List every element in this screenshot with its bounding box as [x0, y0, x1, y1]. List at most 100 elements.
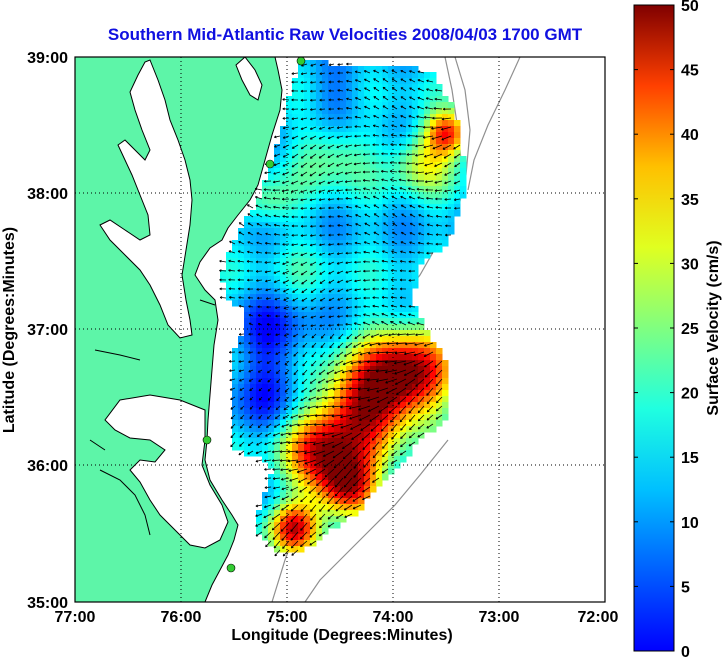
velocity-arrow	[322, 423, 335, 426]
velocity-arrow	[349, 396, 362, 399]
velocity-cell	[412, 354, 419, 361]
velocity-arrow	[229, 387, 236, 391]
velocity-arrowhead	[362, 497, 365, 501]
velocity-cell	[280, 378, 287, 385]
velocity-arrow	[435, 405, 443, 412]
velocity-cell	[310, 312, 317, 319]
velocity-cell	[280, 246, 287, 253]
velocity-cell	[376, 330, 383, 337]
velocity-cell	[316, 342, 323, 349]
velocity-arrow	[426, 206, 434, 209]
velocity-arrowhead	[336, 261, 340, 265]
velocity-cell	[400, 126, 407, 133]
velocity-cell	[250, 252, 257, 259]
velocity-cell	[280, 216, 287, 223]
velocity-arrowhead	[382, 241, 386, 244]
velocity-cell	[352, 306, 359, 313]
velocity-arrowhead	[335, 501, 338, 505]
velocity-arrowhead	[345, 280, 349, 283]
velocity-cell	[298, 96, 305, 103]
velocity-cell	[364, 468, 371, 475]
velocity-cell	[238, 348, 245, 355]
velocity-arrowhead	[331, 424, 334, 428]
velocity-arrowhead	[282, 136, 286, 139]
velocity-arrow	[396, 387, 407, 395]
velocity-arrow	[405, 342, 416, 345]
velocity-cell	[316, 396, 323, 403]
velocity-arrow	[282, 279, 290, 284]
velocity-cell	[286, 264, 293, 271]
velocity-cell	[274, 198, 281, 205]
velocity-cell	[262, 330, 269, 337]
velocity-cell	[304, 378, 311, 385]
velocity-cell	[268, 402, 275, 409]
velocity-cell	[286, 174, 293, 181]
velocity-arrowhead	[282, 553, 286, 557]
velocity-cell	[310, 66, 317, 73]
colorbar-tick-label: 45	[681, 63, 699, 80]
velocity-cell	[436, 408, 443, 415]
velocity-cell	[268, 306, 275, 313]
velocity-arrow	[391, 305, 398, 308]
velocity-cell	[424, 144, 431, 151]
velocity-cell	[304, 240, 311, 247]
velocity-arrowhead	[434, 172, 437, 176]
velocity-cell	[316, 186, 323, 193]
velocity-cell	[286, 300, 293, 307]
velocity-arrow	[317, 387, 326, 392]
velocity-cell	[304, 300, 311, 307]
velocity-arrow	[264, 477, 272, 479]
velocity-arrow	[400, 115, 407, 119]
velocity-arrowhead	[291, 146, 295, 149]
velocity-cell	[286, 456, 293, 463]
velocity-cell	[256, 354, 263, 361]
velocity-cell	[370, 72, 377, 79]
velocity-cell	[394, 276, 401, 283]
velocity-arrowhead	[317, 380, 321, 384]
velocity-cell	[352, 234, 359, 241]
velocity-arrow	[409, 241, 416, 245]
velocity-arrowhead	[248, 369, 251, 373]
velocity-cell	[328, 204, 335, 211]
velocity-cell	[418, 126, 425, 133]
velocity-arrowhead	[301, 324, 304, 328]
velocity-arrowhead	[355, 214, 358, 217]
velocity-arrowhead	[362, 161, 366, 165]
velocity-cell	[352, 342, 359, 349]
velocity-arrowhead	[264, 505, 267, 508]
velocity-cell	[322, 120, 329, 127]
velocity-arrow	[264, 468, 272, 470]
velocity-arrowhead	[337, 345, 341, 349]
velocity-cell	[376, 390, 383, 397]
velocity-arrow	[319, 360, 326, 367]
velocity-cell	[274, 288, 281, 295]
velocity-cell	[382, 102, 389, 109]
velocity-cell	[322, 516, 329, 523]
velocity-cell	[310, 522, 317, 529]
velocity-arrowhead	[372, 463, 376, 467]
velocity-arrow	[328, 261, 335, 265]
velocity-cell	[340, 108, 347, 115]
velocity-cell	[352, 330, 359, 337]
velocity-arrow	[274, 153, 281, 157]
velocity-cell	[316, 204, 323, 211]
velocity-arrow	[273, 162, 281, 166]
velocity-cell	[286, 336, 293, 343]
velocity-arrow	[363, 125, 371, 128]
velocity-cell	[310, 450, 317, 457]
velocity-cell	[406, 276, 413, 283]
velocity-arrowhead	[300, 108, 304, 111]
velocity-cell	[394, 330, 401, 337]
velocity-cell	[418, 192, 425, 199]
velocity-arrowhead	[372, 269, 375, 273]
velocity-cell	[328, 474, 335, 481]
velocity-arrowhead	[409, 70, 412, 73]
velocity-cell	[382, 420, 389, 427]
velocity-arrowhead	[310, 509, 313, 512]
velocity-cell	[334, 438, 341, 445]
velocity-arrowhead	[326, 501, 330, 505]
velocity-cell	[310, 72, 317, 79]
velocity-arrow	[435, 206, 443, 209]
velocity-arrowhead	[337, 233, 340, 237]
velocity-cell	[238, 402, 245, 409]
